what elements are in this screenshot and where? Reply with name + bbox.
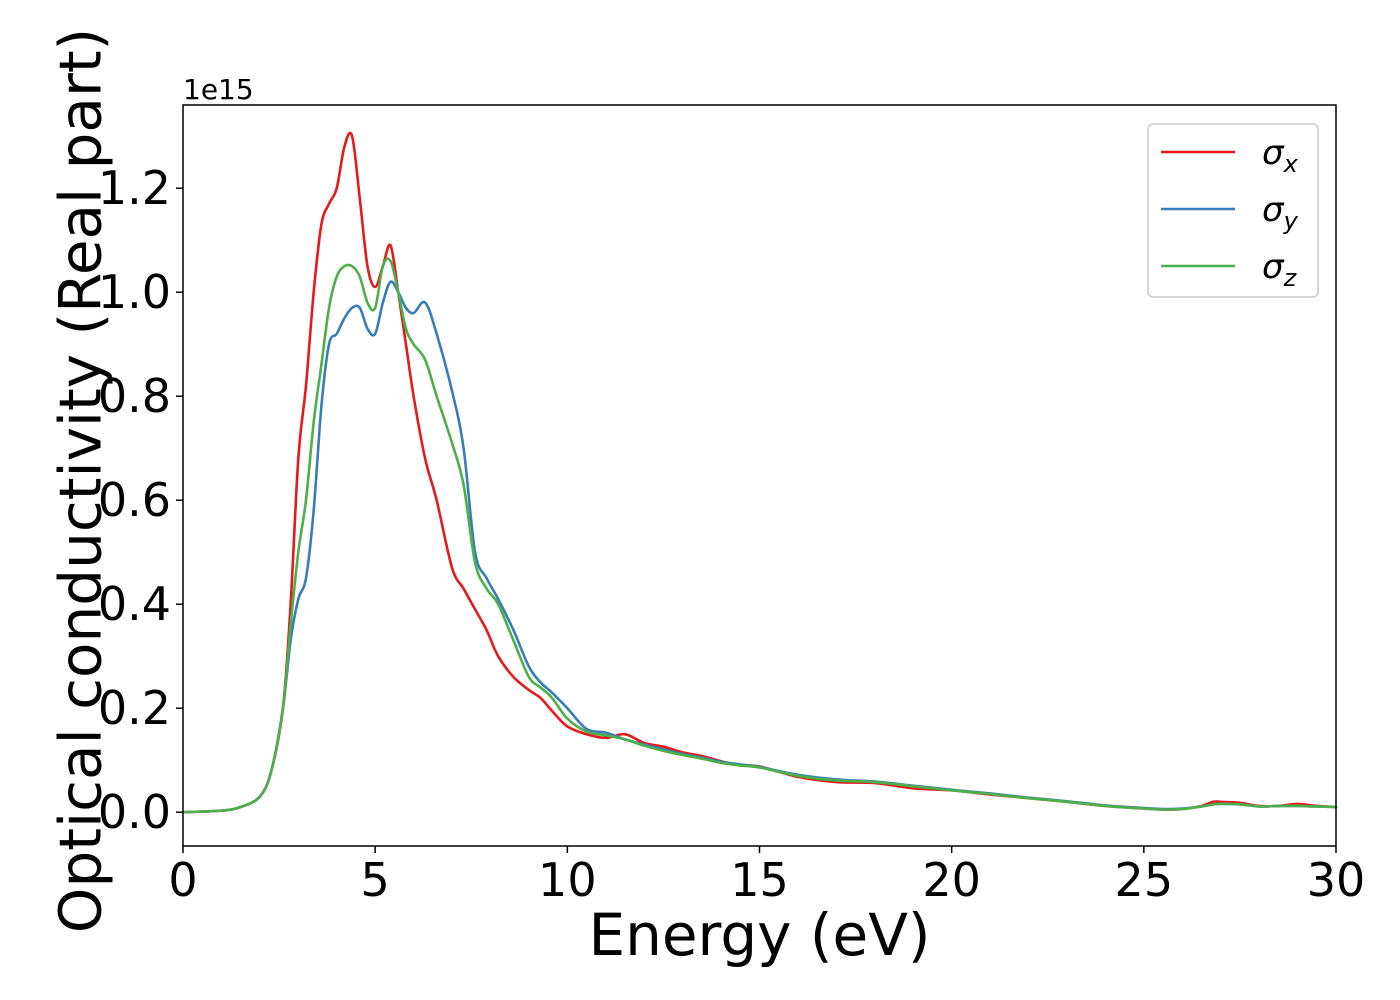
y-tick-label: 1.0 bbox=[98, 265, 171, 319]
y-tick-label: 0.8 bbox=[98, 369, 171, 423]
legend-label-z: σz bbox=[1262, 247, 1298, 292]
x-tick-label: 15 bbox=[730, 853, 789, 907]
x-tick-label: 30 bbox=[1307, 853, 1366, 907]
y-tick-label: 0.2 bbox=[98, 681, 171, 735]
ticks-layer: 0 5 10 15 20 25 30 0.0 0.2 0.4 0.6 0.8 1.0 1.2 bbox=[98, 161, 1365, 907]
x-axis-label: Energy (eV) bbox=[588, 901, 930, 969]
y-tick-label: 0.6 bbox=[98, 473, 171, 527]
series-line-z bbox=[181, 257, 1338, 814]
legend-label-y: σy bbox=[1262, 190, 1299, 235]
x-tick-label: 0 bbox=[168, 853, 197, 907]
y-tick-label: 1.2 bbox=[98, 161, 171, 215]
y-offset-label: 1e15 bbox=[183, 73, 254, 106]
x-tick-label: 10 bbox=[538, 853, 597, 907]
x-tick-label: 20 bbox=[922, 853, 981, 907]
x-tick-label: 25 bbox=[1115, 853, 1174, 907]
series-layer bbox=[181, 131, 1338, 814]
legend-box bbox=[1147, 123, 1319, 298]
legend-label-x: σx bbox=[1262, 133, 1299, 178]
legend: σx σy σz bbox=[1147, 123, 1319, 298]
y-tick-label: 0.0 bbox=[98, 785, 171, 839]
y-axis-label: Optical conductivity (Real part) bbox=[46, 28, 114, 933]
y-tick-label: 0.4 bbox=[98, 577, 171, 631]
x-tick-label: 5 bbox=[361, 853, 390, 907]
